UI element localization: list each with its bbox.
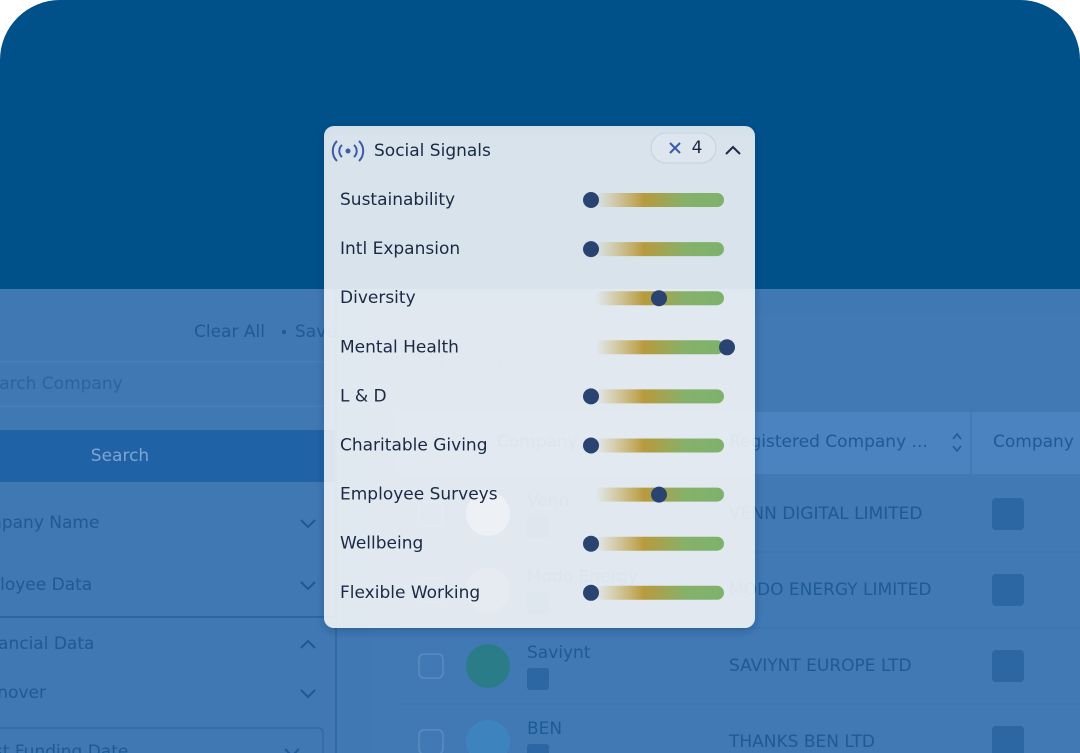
signal-label: L & D <box>340 386 387 406</box>
signal-label: Employee Surveys <box>340 485 498 505</box>
clear-all[interactable]: Clear All <box>194 322 265 342</box>
filter-label[interactable]: Employee Data <box>0 575 92 595</box>
linkedin-icon[interactable] <box>992 574 1024 606</box>
signal-icon-dot <box>345 148 351 154</box>
chevron-up[interactable] <box>300 639 316 649</box>
slider-track[interactable] <box>595 340 724 355</box>
popup-title: Social Signals <box>374 141 491 161</box>
column-header[interactable]: Company <box>993 432 1074 452</box>
slider-thumb[interactable] <box>583 241 599 258</box>
badge[interactable] <box>650 132 717 164</box>
chevron-down[interactable] <box>300 581 316 591</box>
registered-name[interactable]: SAVIYNT EUROPE LTD <box>729 656 912 676</box>
filter-label[interactable]: Turnover <box>0 683 46 703</box>
slider-thumb[interactable] <box>583 437 599 454</box>
search-input[interactable]: Search Company <box>0 374 123 394</box>
signal-icon <box>331 140 365 162</box>
linkedin-small[interactable] <box>527 668 549 690</box>
sort-icon[interactable] <box>952 432 962 453</box>
badge-count: 4 <box>692 138 703 158</box>
company-logo <box>466 644 510 688</box>
filter-label[interactable]: Financial Data <box>0 634 94 654</box>
chevron-down[interactable] <box>284 748 300 753</box>
linkedin-icon[interactable] <box>992 726 1024 753</box>
chevron-up[interactable] <box>725 145 741 155</box>
linkedin-icon[interactable] <box>992 498 1024 530</box>
signal-label: Charitable Giving <box>340 436 487 456</box>
slider-track[interactable] <box>595 536 724 551</box>
chevron-down[interactable] <box>300 689 316 699</box>
slider-track[interactable] <box>595 585 724 600</box>
slider-track[interactable] <box>595 389 724 404</box>
badge-clear[interactable] <box>669 142 681 154</box>
slider-thumb[interactable] <box>651 290 667 307</box>
slider-thumb[interactable] <box>719 339 735 356</box>
search-button[interactable]: Search <box>91 446 149 466</box>
search-button-bg[interactable] <box>0 430 336 482</box>
filter-panel: Clear AllSaveSearch CompanySearchCompany… <box>0 322 336 753</box>
signal-label: Flexible Working <box>340 583 480 603</box>
row-checkbox[interactable] <box>418 729 444 753</box>
slider-track[interactable] <box>595 242 724 257</box>
slider-track[interactable] <box>595 193 724 207</box>
column-header[interactable]: Registered Company ... <box>729 432 928 452</box>
chevron-down[interactable] <box>300 519 316 529</box>
date-input[interactable] <box>0 727 324 753</box>
signal-label: Sustainability <box>340 190 455 210</box>
slider-thumb[interactable] <box>583 584 599 601</box>
filter-label[interactable]: Last Funding Date <box>0 742 128 753</box>
slider-thumb[interactable] <box>583 388 599 405</box>
company-name[interactable]: BEN <box>527 719 562 739</box>
company-logo <box>466 720 510 753</box>
registered-name[interactable]: THANKS BEN LTD <box>728 732 875 752</box>
signal-label: Intl Expansion <box>340 239 460 259</box>
signal-label: Diversity <box>340 288 416 308</box>
popup: Social Signals 4 Sustainability Intl Expans… <box>324 126 755 628</box>
row-checkbox[interactable] <box>418 653 444 679</box>
slider-track[interactable] <box>595 438 724 453</box>
slider-thumb[interactable] <box>651 486 667 503</box>
slider-thumb[interactable] <box>583 535 599 552</box>
slider-thumb[interactable] <box>583 192 599 208</box>
registered-name[interactable]: VENN DIGITAL LIMITED <box>729 504 922 524</box>
linkedin-icon[interactable] <box>992 650 1024 682</box>
registered-name[interactable]: MODO ENERGY LIMITED <box>729 580 931 600</box>
dot-separator <box>282 330 286 334</box>
filter-label[interactable]: Company Name <box>0 513 99 533</box>
linkedin-small[interactable] <box>527 744 549 753</box>
company-name[interactable]: Saviynt <box>527 643 591 663</box>
signal-label: Mental Health <box>340 337 459 357</box>
signal-label: Wellbeing <box>340 534 423 554</box>
